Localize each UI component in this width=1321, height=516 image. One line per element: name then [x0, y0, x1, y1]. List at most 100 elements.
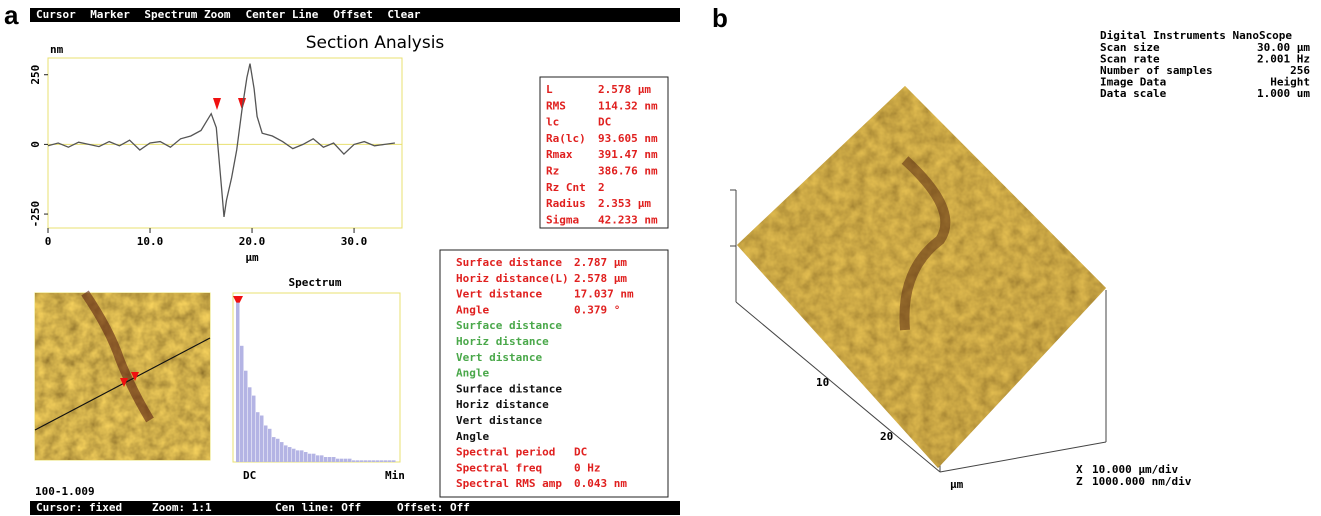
spectrum-bar	[376, 460, 380, 462]
stat-value: DC	[598, 116, 611, 129]
spectrum-start: DC	[243, 469, 256, 482]
stat-value: 93.605 nm	[598, 132, 658, 145]
measure-value: 17.037 nm	[574, 288, 634, 301]
page: body { margin: 0; width: 1321px; height:…	[0, 0, 1321, 516]
spectrum-bar	[348, 459, 352, 462]
spectrum-bar	[296, 450, 300, 462]
panel-label: a	[4, 0, 19, 30]
stat-label: Rmax	[546, 148, 573, 161]
stat-value: 2.578 µm	[598, 83, 651, 96]
measure-label: Horiz distance	[456, 335, 549, 348]
y-axis-label: nm	[50, 43, 64, 56]
screenshot: a Section Analysis nm µm 100-1.009 Spect…	[0, 0, 1321, 516]
stat-label: Radius	[546, 197, 586, 210]
spectrum-bar	[328, 457, 332, 462]
stat-value: 391.47 nm	[598, 148, 658, 161]
spectrum-bar	[336, 459, 340, 462]
spectrum-bar	[264, 425, 268, 462]
measure-value: 0 Hz	[574, 461, 601, 474]
spectrum-bar	[316, 455, 320, 462]
spectrum-bar	[288, 447, 292, 462]
spectrum-bar	[308, 454, 312, 462]
spectrum-bar	[256, 412, 260, 462]
spectrum-bar	[388, 460, 392, 462]
measure-label: Angle	[456, 430, 489, 443]
measure-label: Spectral RMS amp	[456, 477, 562, 490]
spectrum-bar	[248, 387, 252, 462]
status-item: Offset: Off	[397, 501, 470, 514]
measure-value: 2.787 µm	[574, 256, 627, 269]
menu-item[interactable]: Clear	[387, 8, 420, 21]
spectrum-bar	[268, 429, 272, 462]
body: {"panel_a": {"label": "a", "menu": ["Cur…	[0, 0, 1321, 516]
surface-texture	[737, 86, 1106, 468]
axis-label: 10	[816, 376, 829, 389]
status-item: Cen line: Off	[275, 501, 361, 514]
measure-label: Vert distance	[456, 414, 542, 427]
info-value: 1.000 um	[1257, 87, 1310, 100]
measure-label: Angle	[456, 367, 489, 380]
spectrum-bar	[260, 416, 264, 462]
spectrum-bar	[312, 454, 316, 462]
spectrum-title: Spectrum	[289, 276, 342, 289]
spectrum-bar	[340, 459, 344, 462]
section-title: Section Analysis	[306, 33, 445, 53]
measure-label: Vert distance	[456, 351, 542, 364]
stat-value: 42.233 nm	[598, 213, 658, 226]
measure-label: Horiz distance	[456, 398, 549, 411]
stat-label: lc	[546, 116, 559, 129]
spectrum-bar	[324, 457, 328, 462]
spectrum-bar	[352, 460, 356, 462]
measure-label: Horiz distance(L)	[456, 272, 569, 285]
info-label: Data scale	[1100, 87, 1167, 100]
spectrum-bar	[344, 459, 348, 462]
y-tick-label: 0	[29, 141, 42, 148]
spectrum-bar	[300, 450, 304, 462]
spectrum-end: Min	[385, 469, 405, 482]
measure-label: Surface distance	[456, 256, 562, 269]
measure-value: 2.578 µm	[574, 272, 627, 285]
axis-label: µm	[950, 478, 964, 491]
menu-item[interactable]: Marker	[90, 8, 130, 21]
profile-line	[48, 64, 395, 217]
x-axis-label: µm	[245, 251, 259, 264]
spectrum-bar	[320, 455, 324, 462]
spectrum-bar	[276, 439, 280, 462]
menu-item[interactable]: Cursor	[36, 8, 76, 21]
stat-label: RMS	[546, 99, 566, 112]
measure-value: DC	[574, 446, 587, 459]
spectrum-bar	[272, 437, 276, 462]
stat-value: 2.353 µm	[598, 197, 651, 210]
spectrum-bar	[392, 460, 396, 462]
spectrum-bar	[292, 449, 296, 462]
y-tick-label: 250	[29, 65, 42, 85]
measure-value: 0.379 °	[574, 303, 620, 316]
spectrum-bar	[284, 445, 288, 462]
spectrum-bar	[240, 346, 244, 462]
menu-item[interactable]: Center Line	[246, 8, 319, 21]
spectrum-bar	[304, 452, 308, 462]
measure-label: Surface distance	[456, 382, 562, 395]
stat-label: Sigma	[546, 213, 579, 226]
spectrum-bar	[236, 303, 240, 462]
stat-label: Rz Cnt	[546, 181, 586, 194]
measure-label: Spectral period	[456, 446, 555, 459]
spectrum-bar	[364, 460, 368, 462]
measure-label: Angle	[456, 303, 489, 316]
image-caption: 100-1.009	[35, 485, 95, 498]
menu-item[interactable]: Offset	[333, 8, 373, 21]
x-tick-label: 20.0	[239, 235, 266, 248]
menu-item[interactable]: Spectrum Zoom	[144, 8, 230, 21]
axis-label: 20	[880, 430, 893, 443]
scale-value: 1000.000 nm/div	[1092, 475, 1192, 488]
status-item: Cursor: fixed	[36, 501, 122, 514]
x-tick-label: 0	[45, 235, 52, 248]
panel-label: b	[712, 3, 728, 33]
stat-value: 2	[598, 181, 605, 194]
spectrum-bar	[332, 457, 336, 462]
scale-axis: Z	[1076, 475, 1083, 488]
measure-label: Vert distance	[456, 288, 542, 301]
measure-label: Spectral freq	[456, 461, 542, 474]
spectrum-bar	[360, 460, 364, 462]
spectrum-bar	[356, 460, 360, 462]
